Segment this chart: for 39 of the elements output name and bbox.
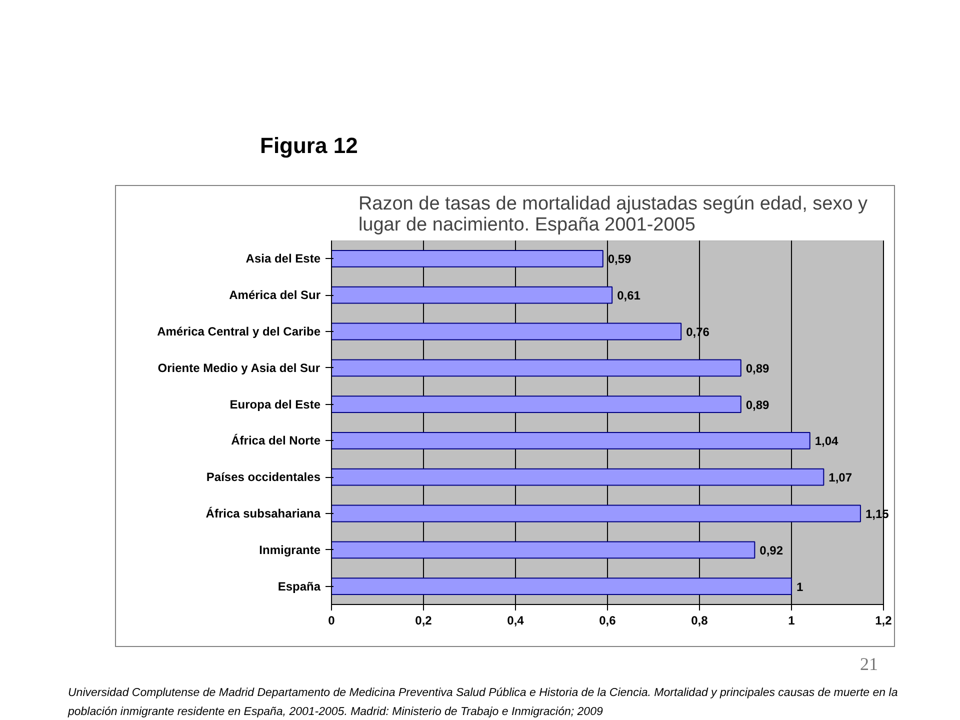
y-tick-label: Asia del Este	[246, 252, 321, 266]
data-label: 0,59	[608, 252, 632, 266]
text: 21	[860, 653, 878, 676]
bar	[332, 322, 682, 340]
bar	[332, 541, 756, 559]
data-label: 1,07	[828, 470, 852, 485]
y-tick-label: Inmigrante	[259, 542, 321, 557]
bar	[332, 504, 861, 522]
data-label: 1	[796, 580, 804, 594]
x-tick-label: 1,2	[875, 614, 892, 628]
x-tick-label: 0,2	[415, 614, 432, 628]
text: Universidad Complutense de Madrid Departamento de Medicina Preventiva Salud Pública e Historia de la Ciencia. Mortalidad y principales causas de muerte en la población inmigrante residente en España, 2001-2005. Madrid: Ministerio de Trabajo e Inmigración; 2009	[68, 686, 899, 720]
bar	[332, 359, 742, 377]
y-tick-label: América Central y del Caribe	[157, 324, 321, 338]
data-label: 0,61	[617, 288, 641, 303]
x-tick-label: 0	[328, 614, 336, 628]
y-tick-label: África subsahariana	[206, 506, 321, 520]
bar	[332, 432, 810, 450]
y-tick-label: Oriente Medio y Asia del Sur	[158, 360, 320, 375]
data-label: 0,89	[746, 398, 770, 412]
bar	[332, 468, 824, 486]
y-tick-label: Países occidentales	[206, 470, 321, 484]
bar	[332, 396, 742, 413]
bar	[332, 286, 613, 304]
data-label: 1,04	[814, 434, 839, 448]
y-tick-label: África del Norte	[231, 434, 321, 448]
data-label: 0,89	[746, 361, 770, 376]
y-tick-label: España	[278, 579, 321, 594]
y-tick-label: América del Sur	[229, 288, 321, 302]
y-tick-label: Europa del Este	[230, 397, 321, 412]
data-label: 0,92	[760, 543, 784, 558]
bar	[332, 578, 792, 595]
bar	[332, 250, 604, 268]
x-tick-label: 0,8	[691, 614, 708, 628]
chart-title: Razon de tasas de mortalidad ajustadas según edad, sexo y lugar de nacimiento. España 2001-2005	[358, 194, 868, 236]
x-tick-label: 0,4	[507, 614, 524, 628]
x-tick-label: 1	[788, 614, 796, 628]
x-tick-label: 0,6	[599, 614, 616, 628]
chart-subtitle: Figura 12	[260, 132, 358, 160]
